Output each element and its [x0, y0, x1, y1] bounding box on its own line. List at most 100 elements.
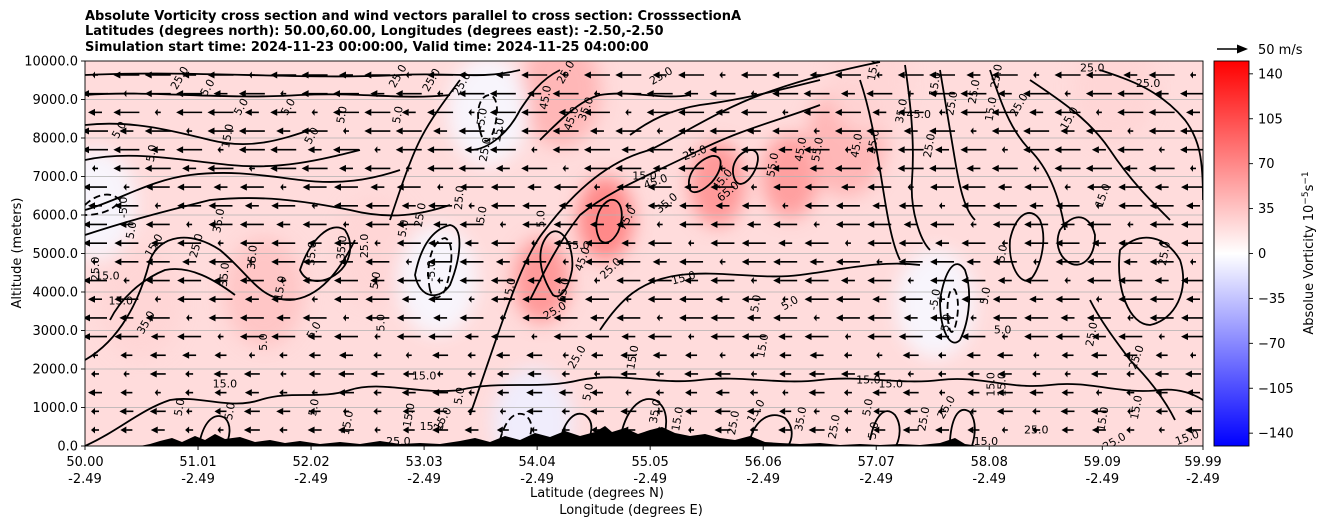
wind-vector-arrow-icon — [120, 389, 127, 397]
wind-vector-arrow-icon — [1154, 90, 1162, 98]
wind-vector-arrow-icon — [1090, 351, 1098, 359]
contour-label: 15.0 — [1128, 394, 1145, 420]
wind-vector-arrow-icon — [459, 220, 467, 228]
colorbar-tick-label: 35 — [1258, 202, 1275, 217]
wind-vector-arrow-icon — [679, 295, 687, 303]
wind-vector-arrow-icon — [427, 146, 435, 154]
wind-vector-arrow-icon — [248, 351, 252, 359]
wind-vector-arrow-icon — [427, 71, 435, 79]
x-tick-label-lat: 55.05 — [632, 455, 669, 470]
wind-vector-arrow-icon — [1180, 146, 1187, 154]
colorbar-tick-label: −70 — [1258, 337, 1285, 352]
wind-vector-arrow-icon — [396, 314, 404, 322]
gridlines — [85, 61, 1203, 446]
contour-label: 15.0 — [927, 71, 944, 97]
wind-vector-arrow-icon — [243, 426, 251, 434]
contour-label: 5.0 — [580, 382, 596, 401]
wind-vector-arrow-icon — [1185, 407, 1192, 415]
contour-line — [1118, 236, 1185, 326]
wind-vector-arrow-icon — [867, 183, 875, 191]
wind-vector-arrow-icon — [150, 146, 158, 154]
wind-vector-arrow-icon — [741, 333, 749, 341]
wind-vector-arrow-icon — [583, 108, 591, 116]
wind-vector-arrow-icon — [779, 351, 786, 359]
x-axis-label-longitude: Longitude (degrees E) — [559, 503, 703, 518]
colorbar-tick-label: −140 — [1258, 427, 1294, 442]
wind-vector-arrow-icon — [307, 239, 315, 247]
wind-vector-arrow-icon — [929, 127, 937, 135]
wind-vector-arrow-icon — [1055, 202, 1063, 210]
y-axis: 0.0 1000.0 2000.0 3000.0 4000.0 5000.0 6000.0 7… — [24, 55, 85, 455]
wind-vector-arrow-icon — [243, 370, 251, 378]
wind-vector-arrow-icon — [150, 333, 158, 341]
wind-vector-arrow-icon — [903, 127, 911, 135]
wind-vector-arrow-icon — [527, 90, 535, 98]
contour-label: 35.0 — [217, 262, 232, 288]
wind-vector-arrow-icon — [88, 389, 95, 397]
wind-vector-arrow-icon — [396, 333, 404, 341]
x-tick-label-lon: -2.49 — [181, 472, 215, 487]
contour-label: 5.0 — [860, 398, 876, 417]
wind-vector-arrow-icon — [150, 426, 158, 434]
wind-vector-arrow-icon — [843, 351, 848, 359]
wind-vector-arrow-icon — [113, 146, 121, 154]
wind-vector-arrow-icon — [145, 183, 153, 191]
wind-vector-arrow-icon — [301, 164, 309, 172]
wind-vector-arrow-icon — [496, 389, 503, 397]
wind-vector-arrow-icon — [897, 146, 905, 154]
wind-vector-arrow-icon — [991, 71, 999, 79]
x-tick-label-lat: 50.00 — [66, 455, 103, 470]
x-tick-label-lat: 59.09 — [1084, 455, 1121, 470]
wind-vector-arrow-icon — [1190, 71, 1193, 79]
wind-vector-arrow-icon — [302, 258, 310, 266]
wind-vector-arrow-icon — [1149, 295, 1157, 303]
wind-vector-arrow-icon — [678, 127, 686, 135]
wind-vector-arrow-icon — [458, 71, 466, 79]
wind-vector-arrow-icon — [302, 220, 310, 228]
wind-vector-arrow-icon — [939, 389, 943, 397]
wind-vector-arrow-icon — [208, 314, 216, 322]
wind-vector-arrow-icon — [217, 146, 221, 154]
wind-vector-arrow-icon — [405, 71, 409, 79]
wind-vector-arrow-icon — [1055, 333, 1063, 341]
contour-label: 25.0 — [921, 132, 938, 158]
contour-line — [629, 79, 821, 136]
wind-vector-arrow-icon — [804, 277, 812, 285]
contour-label: 35.0 — [334, 235, 349, 261]
wind-vector-arrow-icon — [1032, 407, 1037, 415]
contour-label: 25.0 — [1136, 77, 1161, 90]
y-axis-label: Altitude (meters) — [10, 198, 25, 309]
wind-vector-arrow-icon — [679, 202, 687, 210]
wind-vector-arrow-icon — [468, 295, 472, 303]
wind-vector-arrow-icon — [464, 239, 472, 247]
wind-vector-arrow-icon — [772, 71, 780, 79]
contour-label: 35.0 — [647, 398, 664, 424]
wind-vector-arrow-icon — [646, 90, 654, 98]
contour-line — [469, 61, 881, 416]
wind-vector-arrow-icon — [930, 314, 938, 322]
wind-vector-arrow-icon — [710, 239, 718, 247]
contour-line — [1056, 216, 1096, 266]
wind-vector-arrow-icon — [1126, 426, 1131, 434]
contour-label: 45.0 — [848, 132, 865, 158]
wind-vector-arrow-icon — [342, 314, 346, 322]
contour-label: -5.0 — [117, 197, 130, 218]
wind-vector-arrow-icon — [813, 407, 817, 415]
wind-vector-arrow-icon — [710, 277, 718, 285]
wind-vector-arrow-icon — [1148, 127, 1156, 135]
wind-vector-arrow-icon — [342, 127, 346, 135]
wind-vector-arrow-icon — [427, 164, 435, 172]
x-tick-label-lon: -2.49 — [407, 472, 441, 487]
wind-vector-arrow-icon — [844, 239, 848, 247]
wind-vector-arrow-icon — [467, 351, 472, 359]
wind-vector-arrow-icon — [427, 108, 435, 116]
vorticity-blob — [828, 61, 909, 136]
wind-vector-arrow-icon — [527, 370, 535, 378]
wind-vector-arrow-icon — [1095, 202, 1099, 210]
wind-vector-arrow-icon — [244, 389, 252, 397]
wind-vector-arrow-icon — [428, 239, 436, 247]
wind-vector-arrow-icon — [929, 164, 937, 172]
wind-vector-arrow-icon — [490, 295, 498, 303]
wind-vector-arrow-icon — [652, 258, 660, 266]
